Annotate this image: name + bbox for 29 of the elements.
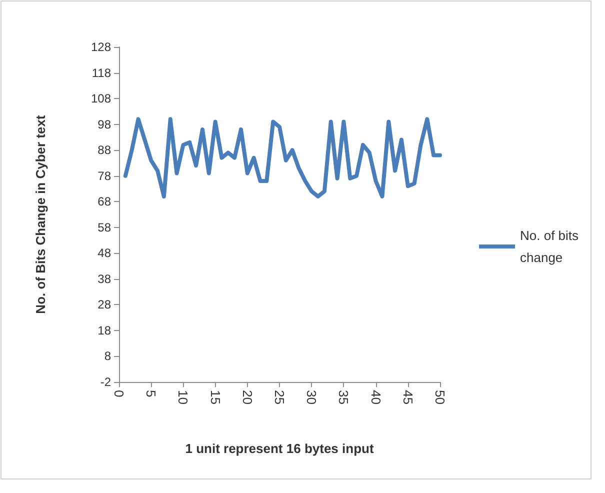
x-tick-label: 0	[112, 390, 126, 398]
y-tick-label: 128	[90, 40, 112, 54]
y-tick-label: 68	[98, 194, 112, 209]
x-tick-label: 40	[368, 390, 384, 404]
x-tick-label: 35	[336, 390, 352, 404]
y-tick-label: 58	[98, 220, 112, 234]
line-series	[123, 117, 442, 198]
x-tick-label: 45	[400, 390, 416, 404]
y-axis-title: No. of Bits Change in Cyber text	[33, 114, 48, 314]
y-tick-label: 98	[98, 117, 112, 132]
y-tick-label: 88	[98, 143, 112, 158]
y-tick-label: 18	[98, 323, 112, 338]
x-tick-label: 30	[304, 390, 320, 404]
x-axis-title: 1 unit represent 16 bytes input	[185, 441, 374, 456]
x-tick-label: 20	[240, 390, 255, 404]
y-tick-label: 38	[98, 272, 112, 286]
y-tick-label: 78	[98, 168, 112, 183]
legend-label: No. of bits change	[520, 228, 582, 265]
x-tick-label: 25	[272, 390, 287, 404]
y-tick-label: 48	[98, 246, 112, 260]
y-tick-label: 28	[98, 298, 112, 312]
x-tick-label: 10	[176, 390, 191, 404]
y-tick-label: 8	[104, 349, 112, 364]
y-tick-label: 118	[92, 66, 112, 80]
x-tick-label: 15	[208, 390, 223, 404]
y-tick-label: 108	[90, 92, 112, 106]
y-tick-label: -2	[100, 375, 112, 389]
x-tick-label: 5	[144, 390, 159, 398]
x-tick-label: 50	[432, 390, 448, 404]
